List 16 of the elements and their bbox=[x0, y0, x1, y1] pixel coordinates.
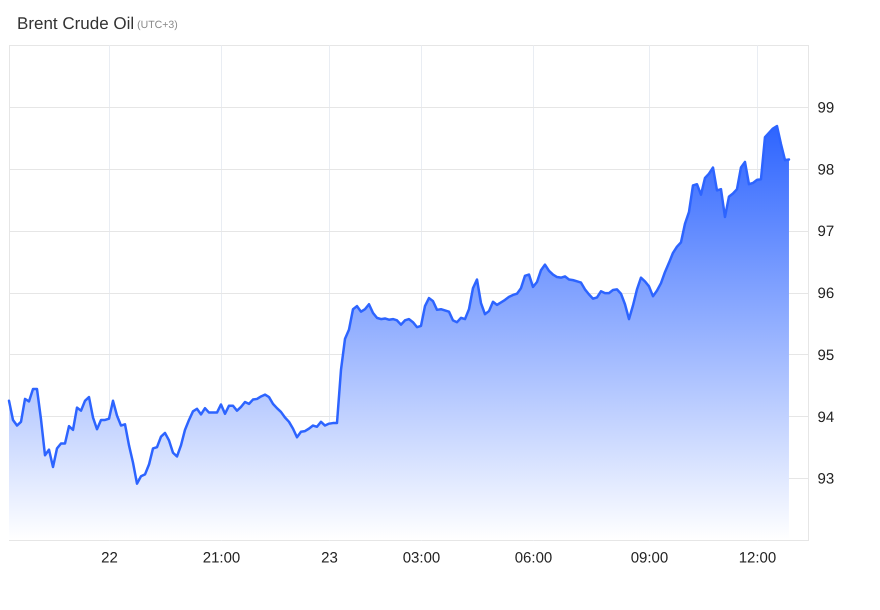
y-tick-label: 93 bbox=[818, 470, 834, 488]
x-tick-label: 23 bbox=[321, 550, 338, 566]
x-tick-label: 21:00 bbox=[202, 550, 240, 566]
y-tick-label: 99 bbox=[818, 99, 834, 116]
x-tick-label: 09:00 bbox=[630, 550, 668, 566]
x-tick-label: 03:00 bbox=[402, 550, 440, 566]
y-tick-label: 97 bbox=[818, 223, 834, 240]
x-tick-label: 22 bbox=[101, 550, 118, 566]
chart-subtitle: (UTC+3) bbox=[137, 19, 178, 31]
y-tick-label: 94 bbox=[818, 408, 834, 426]
chart-title: Brent Crude Oil bbox=[17, 14, 134, 33]
x-tick-label: 06:00 bbox=[514, 550, 552, 566]
y-tick-label: 96 bbox=[818, 285, 834, 302]
y-tick-label: 95 bbox=[818, 346, 834, 364]
x-tick-label: 12:00 bbox=[738, 550, 776, 566]
y-tick-label: 98 bbox=[818, 161, 834, 178]
